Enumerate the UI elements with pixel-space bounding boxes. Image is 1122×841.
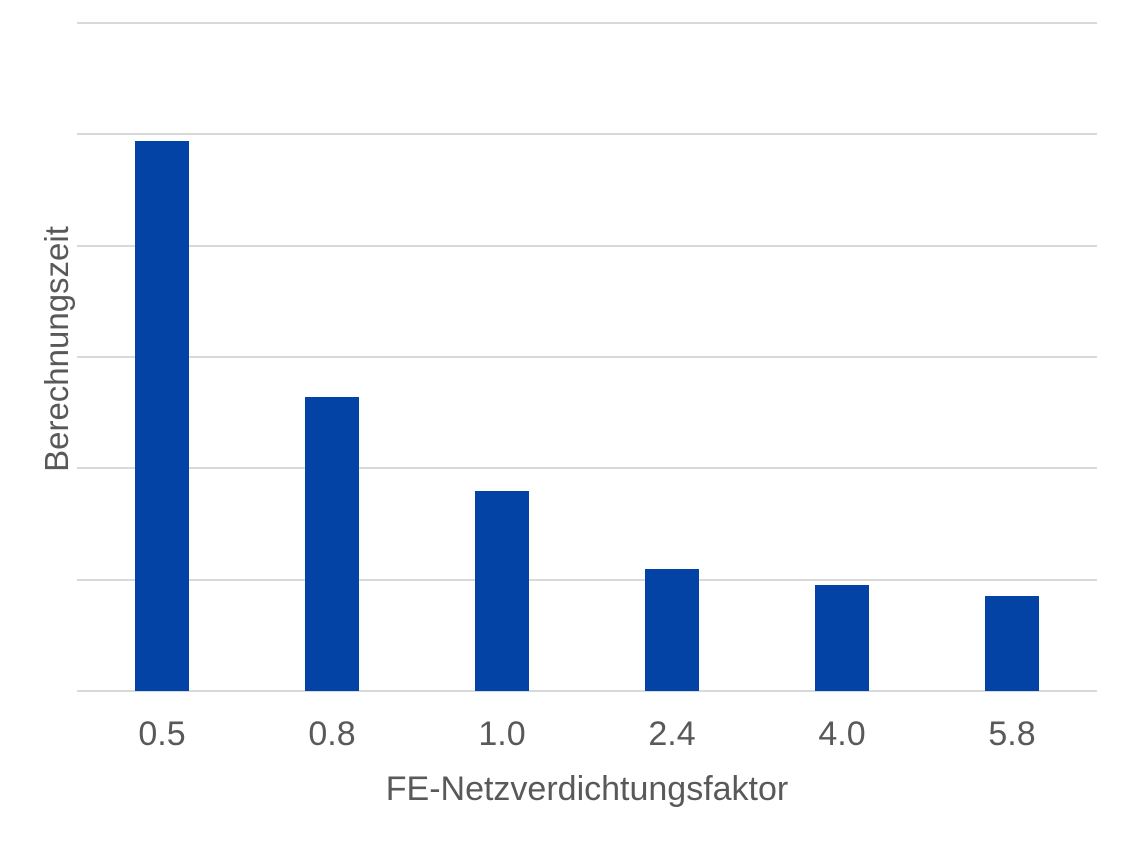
x-axis-title: FE-Netzverdichtungsfaktor <box>385 770 789 808</box>
bar-5.8 <box>985 596 1039 691</box>
bar-0.5 <box>135 141 189 691</box>
plot-area <box>77 22 1097 692</box>
x-tick-label-0.5: 0.5 <box>138 715 186 753</box>
bar-4.0 <box>815 585 869 691</box>
gridline <box>77 133 1097 136</box>
y-axis-title: Berechnungszeit <box>38 226 76 472</box>
x-tick-label-1.0: 1.0 <box>478 715 526 753</box>
bar-1.0 <box>475 490 529 691</box>
x-tick-label-4.0: 4.0 <box>818 715 866 753</box>
x-tick-label-2.4: 2.4 <box>648 715 696 753</box>
gridline <box>77 578 1097 581</box>
bar-2.4 <box>645 568 699 691</box>
x-axis-baseline <box>77 690 1097 692</box>
bar-0.8 <box>305 397 359 691</box>
gridline <box>77 22 1097 24</box>
gridline <box>77 467 1097 470</box>
x-tick-label-5.8: 5.8 <box>988 715 1036 753</box>
gridline <box>77 244 1097 247</box>
gridline <box>77 356 1097 358</box>
x-tick-label-0.8: 0.8 <box>308 715 356 753</box>
